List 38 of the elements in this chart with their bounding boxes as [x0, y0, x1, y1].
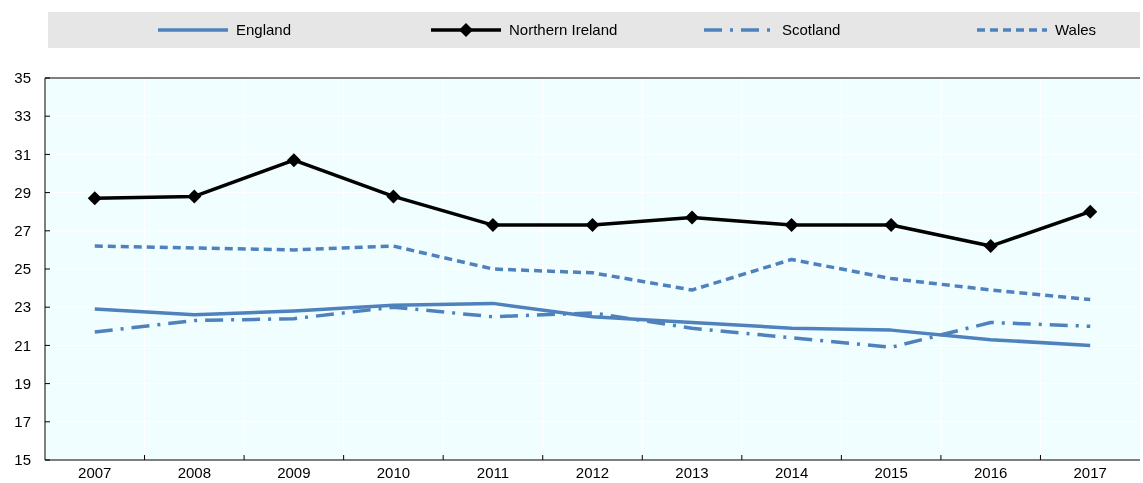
- x-tick-label: 2013: [675, 464, 709, 481]
- y-tick-label: 33: [14, 107, 31, 125]
- legend-label: Northern Ireland: [509, 21, 618, 38]
- y-tick-label: 25: [14, 260, 31, 278]
- point: [87, 191, 102, 206]
- x-tick-label: 2010: [376, 464, 411, 481]
- point: [685, 210, 700, 225]
- y-tick-label: 29: [14, 183, 31, 201]
- x-tick-label: 2007: [78, 464, 112, 481]
- x-tick-label: 2012: [575, 464, 610, 481]
- x-tick-label: 2014: [774, 464, 809, 481]
- point: [884, 218, 899, 233]
- point: [585, 218, 600, 233]
- point: [485, 218, 500, 233]
- y-tick-label: 27: [14, 222, 31, 240]
- y-tick-label: 19: [14, 374, 31, 392]
- y-tick-label: 35: [14, 69, 31, 87]
- y-tick-label: 21: [14, 336, 31, 354]
- x-tick-label: 2017: [1073, 464, 1107, 481]
- legend-label: Wales: [1055, 21, 1097, 38]
- line-series: [93, 244, 1092, 302]
- point: [286, 153, 301, 168]
- y-tick-label: 31: [14, 145, 31, 163]
- point: [784, 218, 799, 233]
- x-tick-label: 2015: [874, 464, 908, 481]
- y-tick-label: 17: [14, 413, 31, 431]
- legend-label: England: [236, 21, 292, 38]
- y-tick-label: 23: [14, 298, 31, 316]
- x-tick-label: 2011: [476, 464, 510, 481]
- legend-label: Scotland: [782, 21, 841, 38]
- x-tick-label: 2016: [973, 464, 1008, 481]
- point: [386, 189, 401, 204]
- y-tick-label: 15: [14, 451, 31, 469]
- x-tick-label: 2008: [177, 464, 212, 481]
- x-tick-label: 2009: [277, 464, 311, 481]
- point: [187, 189, 202, 204]
- point: [1083, 204, 1098, 219]
- point: [983, 239, 998, 254]
